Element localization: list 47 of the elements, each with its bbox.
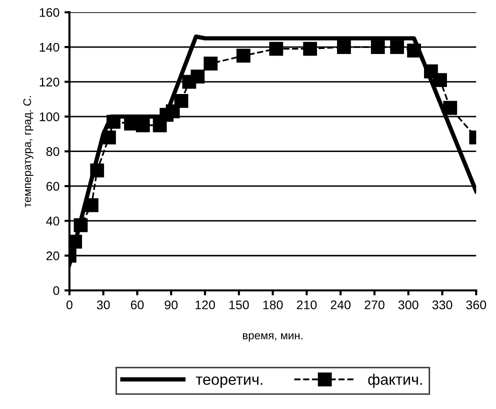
- point: [90, 164, 104, 178]
- x-tick-label: 210: [296, 300, 317, 310]
- y-tick-label: 160: [40, 8, 60, 17]
- y-tick-label: 140: [40, 42, 60, 52]
- x-tick-label: 180: [263, 300, 283, 310]
- point: [124, 116, 138, 130]
- y-tick-label: 120: [40, 78, 60, 86]
- x-tick-label: 270: [364, 300, 384, 310]
- x-tick-label: 150: [229, 300, 249, 310]
- point: [443, 100, 458, 115]
- x-tick-label: 120: [196, 300, 215, 310]
- point: [102, 130, 116, 144]
- y-tick-label: 60: [46, 182, 60, 191]
- point: [407, 44, 421, 58]
- point: [337, 40, 351, 54]
- y-tick-label: 100: [40, 112, 60, 122]
- point: [303, 42, 318, 56]
- y-tick-label: 80: [46, 147, 60, 156]
- point: [236, 48, 250, 63]
- point: [433, 73, 447, 88]
- x-tick-label: 30: [96, 300, 110, 310]
- x-tick-label: 90: [164, 300, 178, 310]
- legend-label: теоретич.: [196, 376, 262, 388]
- x-tick-label: 240: [330, 300, 351, 310]
- y-tick-label: 0: [53, 286, 60, 296]
- point: [136, 118, 150, 132]
- point: [106, 114, 120, 129]
- x-tick-label: 0: [66, 300, 72, 310]
- point: [204, 56, 218, 70]
- point: [269, 42, 284, 56]
- point: [190, 70, 205, 84]
- point: [370, 40, 385, 54]
- x-axis-title: время, мин.: [242, 333, 302, 342]
- point: [174, 94, 188, 108]
- y-axis-title: температура, град. С.: [23, 96, 34, 208]
- x-tick-label: 360: [466, 300, 486, 310]
- point: [390, 40, 404, 54]
- x-tick-label: 300: [398, 300, 418, 310]
- x-tick-label: 330: [432, 300, 452, 310]
- legend-label: фактич.: [368, 374, 422, 388]
- point: [74, 218, 88, 232]
- point: [84, 198, 98, 212]
- x-tick-label: 60: [130, 300, 144, 310]
- point: [69, 234, 82, 249]
- y-tick-label: 20: [46, 251, 60, 260]
- point: [166, 104, 180, 118]
- y-tick-label: 40: [46, 216, 60, 226]
